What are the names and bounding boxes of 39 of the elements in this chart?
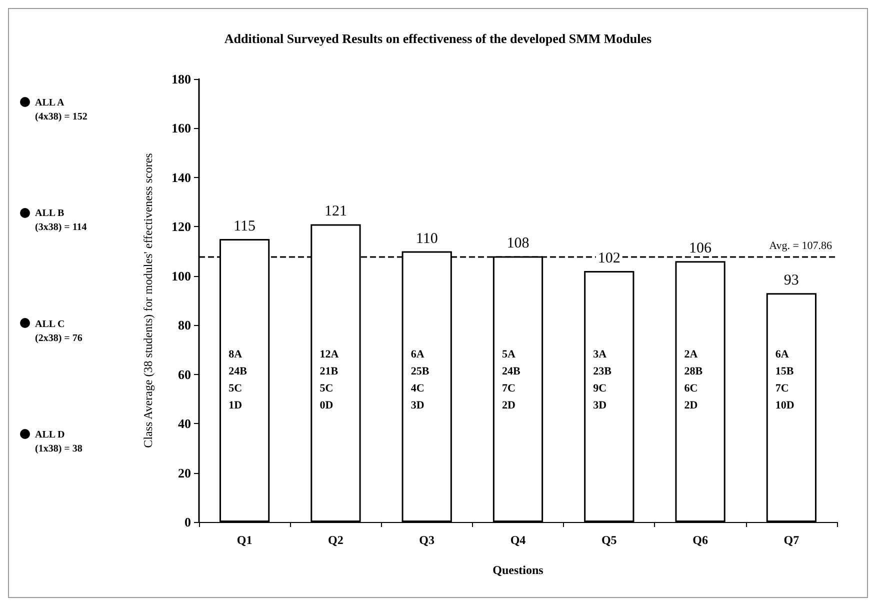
annotation: 2A 28B 6C 2D [684,348,704,412]
text: ALL C (2x38) = 76 [35,318,82,344]
text: ALL D (1x38) = 38 [35,430,82,455]
data-label: 115 [234,218,256,234]
data-label: 108 [506,236,530,252]
annotation: 6A 25B 4C 3D [410,348,430,412]
x-tick-label: Q2 [328,533,344,547]
y-tick-label: 100 [172,268,191,284]
x-axis-title: Questions [492,563,544,577]
data-label: 106 [689,240,712,257]
annotation: 3A 23B 9C 3D [593,348,612,412]
ref-line-label: Avg. = 107.86 [769,240,832,252]
y-tick-label: 180 [172,72,191,86]
y-tick-label: 160 [172,120,191,136]
y-tick-label: 60 [178,366,191,382]
data-label: 121 [324,204,347,220]
chart-title: Additional Surveyed Results on effectiveness of the developed SMM Modules [224,31,652,46]
x-tick-label: Q6 [692,533,708,547]
y-tick-label: 0 [184,514,191,530]
x-tick-label: Q4 [510,533,526,547]
annotation: 12A 21B 5C 0D [320,348,339,412]
data-label: 93 [784,272,799,289]
y-tick-label: 20 [178,465,191,480]
y-tick-label: 40 [178,416,191,432]
text: ALL B (3x38) = 114 [35,208,87,234]
annotation: 5A 24B 7C 2D [502,348,521,412]
x-tick-label: Q3 [419,533,435,547]
data-label: 102 [598,250,620,266]
y-tick-label: 120 [172,219,191,234]
annotation: 8A 24B 5C 1D [228,348,248,412]
x-tick-label: Q7 [784,533,800,547]
text: ALL A (4x38) = 152 [35,97,88,122]
y-tick-label: 140 [172,170,191,185]
x-tick-label: Q5 [601,533,617,547]
y-tick-label: 80 [178,318,191,333]
x-tick-label: Q1 [236,533,252,547]
y-axis-title: Class Average (38 students) for modules' effectiveness scores [141,152,155,448]
data-label: 110 [416,230,438,247]
annotation: 6A 15B 7C 10D [775,348,794,412]
